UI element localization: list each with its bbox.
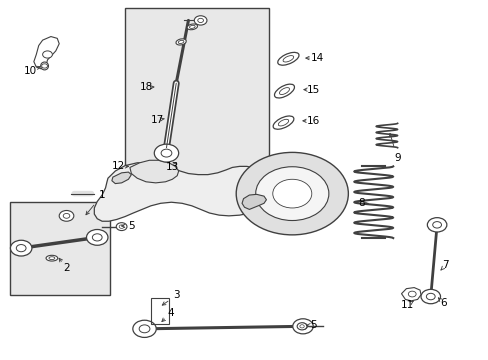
- Ellipse shape: [279, 87, 289, 95]
- Polygon shape: [34, 37, 59, 69]
- Circle shape: [427, 218, 446, 232]
- Bar: [151, 298, 169, 324]
- Circle shape: [194, 16, 206, 25]
- Text: 3: 3: [173, 291, 179, 301]
- Circle shape: [420, 289, 440, 304]
- Circle shape: [154, 144, 178, 162]
- Text: 15: 15: [306, 85, 320, 95]
- Circle shape: [407, 291, 415, 297]
- Ellipse shape: [277, 53, 298, 65]
- Ellipse shape: [189, 25, 195, 28]
- Circle shape: [272, 179, 311, 208]
- Text: 4: 4: [167, 309, 173, 318]
- Circle shape: [41, 64, 47, 68]
- FancyBboxPatch shape: [10, 202, 110, 295]
- Circle shape: [297, 323, 306, 330]
- Polygon shape: [94, 163, 274, 221]
- Text: 1: 1: [99, 190, 105, 200]
- Ellipse shape: [41, 62, 48, 70]
- Circle shape: [92, 234, 102, 241]
- Ellipse shape: [273, 116, 293, 129]
- Circle shape: [236, 152, 347, 235]
- Text: 12: 12: [112, 161, 125, 171]
- Ellipse shape: [187, 24, 197, 30]
- Circle shape: [86, 229, 108, 245]
- Ellipse shape: [46, 255, 58, 261]
- Circle shape: [299, 325, 304, 328]
- Text: 9: 9: [393, 153, 400, 163]
- Text: 5: 5: [310, 320, 316, 330]
- Circle shape: [119, 225, 124, 228]
- Polygon shape: [112, 172, 131, 184]
- Polygon shape: [401, 288, 420, 301]
- Text: 11: 11: [401, 300, 414, 310]
- Text: 17: 17: [151, 115, 164, 125]
- Circle shape: [292, 319, 313, 334]
- Circle shape: [133, 320, 156, 337]
- Circle shape: [10, 240, 32, 256]
- Ellipse shape: [49, 257, 55, 260]
- Circle shape: [116, 223, 127, 230]
- Text: 5: 5: [128, 221, 134, 231]
- Text: 10: 10: [23, 66, 37, 76]
- Text: 18: 18: [139, 82, 152, 93]
- Text: 2: 2: [63, 263, 70, 273]
- Circle shape: [197, 18, 203, 23]
- Circle shape: [426, 293, 434, 300]
- Ellipse shape: [178, 40, 183, 44]
- Circle shape: [63, 213, 70, 218]
- Circle shape: [298, 323, 307, 329]
- Circle shape: [16, 244, 26, 252]
- Ellipse shape: [283, 55, 293, 62]
- Polygon shape: [242, 194, 266, 210]
- Circle shape: [139, 325, 150, 333]
- Ellipse shape: [176, 39, 186, 45]
- Text: 14: 14: [310, 53, 324, 63]
- Text: 16: 16: [306, 116, 320, 126]
- Text: 8: 8: [358, 198, 364, 208]
- Text: 13: 13: [165, 162, 179, 172]
- Circle shape: [59, 211, 74, 221]
- FancyBboxPatch shape: [125, 8, 268, 194]
- Circle shape: [255, 167, 328, 221]
- Ellipse shape: [274, 84, 294, 98]
- Circle shape: [161, 149, 171, 157]
- Text: 7: 7: [441, 260, 448, 270]
- Polygon shape: [130, 160, 178, 183]
- Circle shape: [432, 222, 441, 228]
- Circle shape: [42, 51, 52, 58]
- Ellipse shape: [278, 119, 288, 126]
- Text: 6: 6: [439, 298, 446, 308]
